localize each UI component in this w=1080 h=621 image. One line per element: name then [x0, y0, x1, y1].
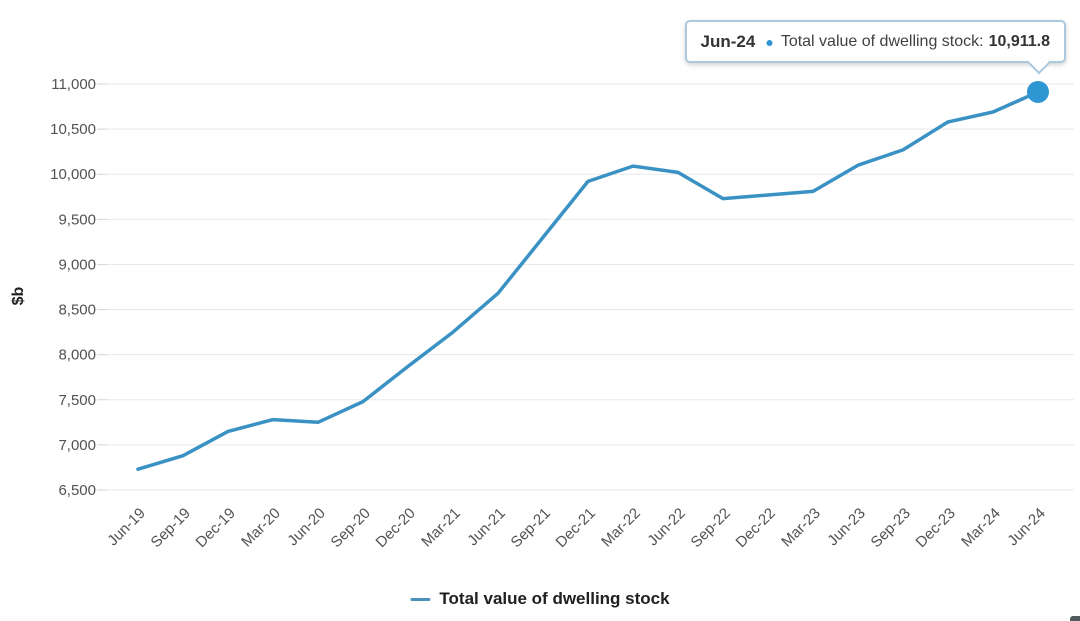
x-tick-label: Jun-22: [644, 505, 688, 549]
y-tick-label: 7,500: [58, 392, 96, 409]
x-tick-label: Dec-20: [373, 505, 419, 551]
y-tick-label: 8,000: [58, 347, 96, 364]
x-tick-label: Mar-20: [238, 505, 284, 551]
y-tick-label: 10,000: [50, 166, 96, 183]
y-tick-label: 10,500: [50, 121, 96, 138]
x-tick-label: Jun-20: [284, 505, 328, 549]
y-tick-label: 6,500: [58, 482, 96, 499]
x-tick-label: Sep-23: [868, 505, 914, 551]
legend-line-icon: [410, 597, 431, 601]
x-tick-label: Jun-21: [464, 505, 508, 549]
x-tick-label: Mar-24: [958, 505, 1004, 551]
series-marker-icon: ●: [765, 33, 774, 50]
tooltip-date: Jun-24: [700, 31, 756, 51]
x-tick-label: Mar-23: [778, 505, 824, 551]
y-tick-label: 7,000: [58, 437, 96, 454]
x-tick-label: Jun-24: [1004, 505, 1048, 549]
tooltip-value: 10,911.8: [988, 32, 1050, 50]
legend-item-dwelling-stock[interactable]: Total value of dwelling stock: [410, 589, 670, 609]
y-tick-label: 8,500: [58, 302, 96, 319]
x-tick-label: Sep-21: [508, 505, 554, 551]
data-point-jun-24[interactable]: [1027, 80, 1049, 103]
legend-label: Total value of dwelling stock: [439, 589, 670, 608]
x-tick-label: Dec-22: [733, 505, 779, 551]
x-tick-label: Mar-21: [418, 505, 464, 551]
corner-fragment: [1070, 616, 1080, 621]
x-tick-label: Dec-21: [553, 505, 599, 551]
y-axis-title: $b: [10, 286, 27, 306]
chart-tooltip: Jun-24 ● Total value of dwelling stock: …: [684, 20, 1066, 63]
x-tick-label: Sep-20: [328, 505, 374, 551]
x-tick-label: Sep-19: [148, 505, 194, 551]
x-tick-label: Mar-22: [598, 505, 644, 551]
y-tick-label: 11,000: [51, 76, 96, 93]
y-tick-label: 9,000: [58, 256, 96, 273]
y-tick-label: 9,500: [58, 211, 96, 228]
x-tick-label: Jun-19: [104, 505, 148, 549]
x-tick-label: Dec-19: [193, 505, 239, 551]
x-tick-label: Jun-23: [824, 505, 868, 549]
tooltip-series-label: Total value of dwelling stock:: [780, 32, 984, 50]
x-tick-label: Sep-22: [688, 505, 734, 551]
x-tick-label: Dec-23: [913, 505, 959, 551]
series-line[interactable]: [136, 90, 1040, 471]
